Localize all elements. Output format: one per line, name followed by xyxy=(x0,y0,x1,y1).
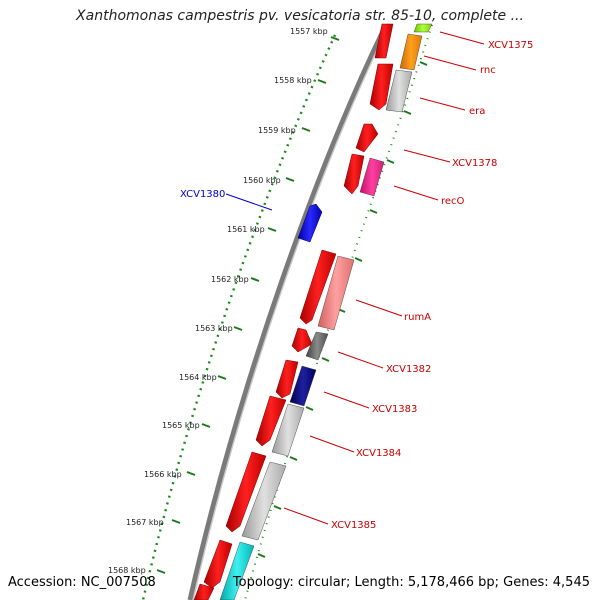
tick-label: 1564 kbp xyxy=(179,373,217,382)
gene-label-xcv1385[interactable]: XCV1385 xyxy=(331,520,376,531)
cds-feature xyxy=(219,541,255,600)
tick-ring xyxy=(141,34,337,600)
label-leaders xyxy=(225,31,485,525)
cds-feature xyxy=(241,461,287,541)
cds-feature xyxy=(374,23,394,59)
gene-label-rnc[interactable]: rnc xyxy=(480,65,496,76)
cds-feature xyxy=(355,123,379,153)
genome-backbone-highlight xyxy=(192,24,390,600)
gene-label-xcv1375[interactable]: XCV1375 xyxy=(488,40,533,51)
map-title: Xanthomonas campestris pv. vesicatoria s… xyxy=(76,8,524,24)
cds-feature xyxy=(255,395,287,447)
cds-feature-xcv1380 xyxy=(297,203,323,243)
gene-label-xcv1378[interactable]: XCV1378 xyxy=(452,158,497,169)
tick-label: 1565 kbp xyxy=(162,421,200,430)
cds-feature xyxy=(225,451,267,533)
tick-label: 1558 kbp xyxy=(274,76,312,85)
cds-feature xyxy=(343,153,365,195)
cds-feature xyxy=(305,331,329,361)
gene-label-ruma[interactable]: rumA xyxy=(404,312,431,323)
tick-label: 1560 kbp xyxy=(243,176,281,185)
tick-label: 1566 kbp xyxy=(144,470,182,479)
outer-features xyxy=(219,23,433,600)
cds-feature xyxy=(193,583,215,600)
gene-label-era[interactable]: era xyxy=(469,106,485,117)
tick-labels: 1557 kbp 1558 kbp 1559 kbp 1560 kbp 1561… xyxy=(108,27,328,575)
gene-label-xcv1383[interactable]: XCV1383 xyxy=(372,404,417,415)
cds-feature xyxy=(385,69,413,113)
cds-feature xyxy=(275,359,299,399)
cds-feature xyxy=(359,157,385,197)
cds-feature xyxy=(291,327,313,353)
cds-feature xyxy=(369,63,394,111)
genome-backbone xyxy=(187,23,389,600)
cds-feature xyxy=(203,539,233,589)
outer-ring-ticks xyxy=(257,61,428,558)
gene-label-reco[interactable]: recO xyxy=(441,196,465,207)
genome-summary: Topology: circular; Length: 5,178,466 bp… xyxy=(232,575,590,590)
cds-feature xyxy=(317,255,355,331)
tick-label: 1561 kbp xyxy=(227,225,265,234)
forward-cds xyxy=(193,23,394,600)
gene-label-xcv1380[interactable]: XCV1380 xyxy=(180,189,225,200)
cds-feature xyxy=(399,33,423,71)
cds-feature xyxy=(299,249,337,325)
gene-label-xcv1382[interactable]: XCV1382 xyxy=(386,364,431,375)
tick-label: 1567 kbp xyxy=(126,518,164,527)
cds-feature xyxy=(413,23,433,33)
tick-label: 1557 kbp xyxy=(290,27,328,36)
tick-marks xyxy=(156,36,340,574)
cds-feature xyxy=(271,403,305,457)
tick-label: 1562 kbp xyxy=(211,275,249,284)
gene-labels: XCV1375 rnc era XCV1378 recO XCV1380 rum… xyxy=(180,40,533,531)
accession-label: Accession: NC_007508 xyxy=(8,575,156,590)
tick-label: 1568 kbp xyxy=(108,566,146,575)
tick-label: 1559 kbp xyxy=(258,126,296,135)
cds-feature xyxy=(289,365,317,407)
tick-label: 1563 kbp xyxy=(195,324,233,333)
gene-label-xcv1384[interactable]: XCV1384 xyxy=(356,448,401,459)
